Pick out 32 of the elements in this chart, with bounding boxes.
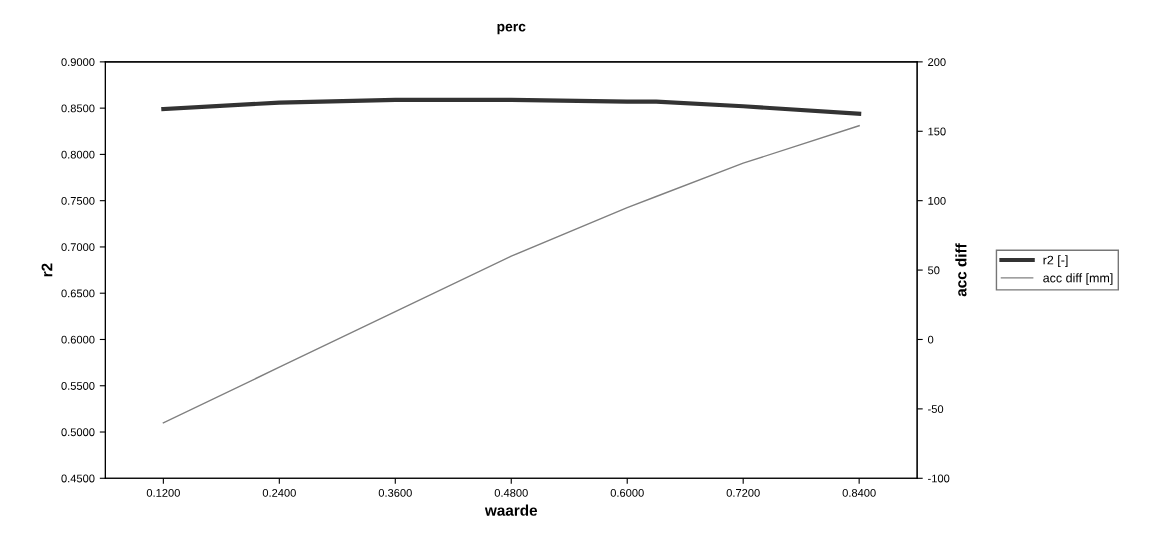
- line-series: [162, 125, 860, 424]
- y-tick-label: 0.6500: [61, 289, 95, 298]
- y-tick-label: 0.8500: [61, 104, 95, 113]
- y-axis-title: r2: [41, 263, 53, 277]
- x-tick-label: 0.6000: [610, 488, 644, 497]
- x-tick-label: 0.4800: [494, 488, 528, 497]
- y-tick-label: 0.5500: [61, 382, 95, 390]
- chart-title: perc: [497, 23, 526, 35]
- y2-axis-title: acc diff: [955, 243, 967, 297]
- y2-tick-label: 200: [928, 58, 946, 67]
- y2-tick-label: 50: [928, 266, 940, 275]
- y2-tick-label: 0: [927, 335, 934, 344]
- x-tick-label: 0.2400: [262, 488, 296, 497]
- x-axis-title: waarde: [484, 504, 538, 516]
- y2-tick-label: -50: [928, 405, 944, 414]
- y2-tick-label: 150: [928, 127, 946, 136]
- y-tick-label: 0.4500: [61, 474, 95, 483]
- legend-label: acc diff [mm]: [1043, 273, 1113, 285]
- legend-label: r2 [-]: [1043, 255, 1068, 267]
- y-tick-label: 0.6000: [61, 335, 95, 344]
- x-tick-label: 0.1200: [146, 488, 180, 497]
- line-series: [161, 97, 862, 116]
- x-tick-label: 0.3600: [378, 488, 412, 497]
- y2-tick-label: 100: [928, 196, 946, 205]
- y-tick-label: 0.8000: [61, 150, 95, 159]
- y-tick-label: 0.7500: [61, 196, 95, 205]
- y2-tick-label: -100: [928, 474, 950, 483]
- y-tick-label: 0.7000: [61, 243, 95, 252]
- x-tick-label: 0.7200: [726, 488, 760, 497]
- x-tick-label: 0.8400: [842, 488, 876, 497]
- y-tick-label: 0.5000: [61, 428, 95, 437]
- y-tick-label: 0.9000: [61, 58, 95, 67]
